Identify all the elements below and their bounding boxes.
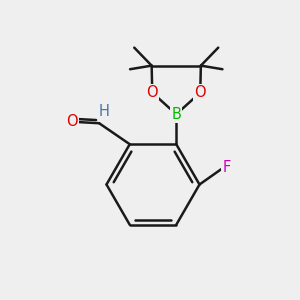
Text: F: F [222,160,231,175]
Text: O: O [146,85,158,100]
Text: O: O [194,85,206,100]
Text: O: O [66,114,77,129]
Text: B: B [171,107,181,122]
Text: H: H [99,104,110,119]
